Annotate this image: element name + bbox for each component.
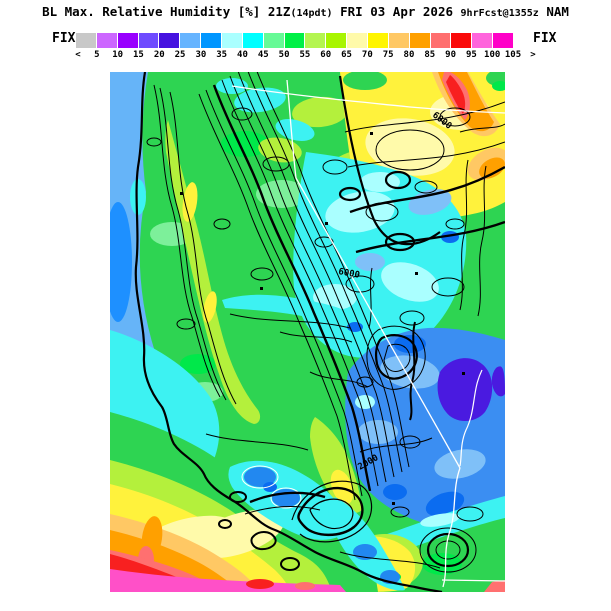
colorbar	[76, 33, 514, 48]
colorbar-ticks: <5 10 15 20 25 30 35 40 45 50 55 60 65 70 75 80 85 90 95 10…	[0, 50, 611, 62]
warm-gradient-zone	[110, 330, 378, 592]
channel-islands	[218, 491, 300, 571]
colorbar-tick: >	[530, 50, 536, 60]
fix-label-right: FIX	[533, 31, 557, 46]
coastal-water-outline	[270, 487, 302, 509]
colorbar-cell	[409, 33, 430, 48]
colorbar-cell	[263, 33, 284, 48]
title-main: BL Max. Relative Humidity [%] 21Z	[42, 4, 291, 19]
colorbar-tick: 50	[278, 50, 290, 60]
state-borders	[231, 79, 505, 588]
contour-label: 6000	[337, 267, 360, 281]
title-forecast-hour: 9hrFcst@1355z	[460, 8, 539, 19]
title-localtime: (14pdt)	[290, 8, 333, 19]
colorbar-tick: 35	[216, 50, 228, 60]
colorbar-cell	[472, 33, 493, 48]
colorbar-tick: 30	[195, 50, 207, 60]
colorbar-tick: <	[75, 50, 81, 60]
colorbar-tick: 5	[94, 50, 100, 60]
colorbar-cell	[96, 33, 117, 48]
colorbar-cell	[242, 33, 263, 48]
colorbar-cell	[222, 33, 242, 48]
colorbar-tick: 70	[361, 50, 373, 60]
coastline	[134, 72, 443, 592]
colorbar-cell	[368, 33, 388, 48]
terrain-marks	[180, 132, 465, 505]
colorbar-cell	[138, 33, 159, 48]
colorbar-cell	[201, 33, 222, 48]
colorbar-tick: 10	[112, 50, 124, 60]
colorbar-tick: 25	[174, 50, 186, 60]
contour-lines	[146, 72, 505, 573]
colorbar-cell	[326, 33, 347, 48]
colorbar-cell	[493, 33, 514, 48]
colorbar-tick: 20	[153, 50, 165, 60]
colorbar-cell	[347, 33, 368, 48]
colorbar-cell	[430, 33, 451, 48]
colorbar-tick: 100	[484, 50, 501, 60]
colorbar-cell	[284, 33, 305, 48]
colorbar-cell	[159, 33, 180, 48]
colorbar-tick: 60	[320, 50, 332, 60]
colorbar-tick: 90	[445, 50, 456, 60]
colorbar-cell	[76, 33, 96, 48]
colorbar-cell	[451, 33, 472, 48]
colorbar-tick: 15	[133, 50, 144, 60]
humidity-map: 6000 6000 2000	[110, 72, 505, 592]
colorbar-tick: 105	[504, 50, 522, 60]
colorbar-cell	[388, 33, 409, 48]
coastal-water-outline	[241, 465, 279, 489]
nevada-cyan-zone	[216, 78, 467, 358]
fix-label-left: FIX	[52, 31, 76, 46]
low-humidity-purple-blob	[437, 358, 493, 421]
colorbar-tick: 45	[257, 50, 269, 60]
colorbar-tick: 80	[403, 50, 415, 60]
colorbar-tick: 85	[424, 50, 436, 60]
colorbar-tick: 95	[465, 50, 477, 60]
colorbar-tick: 75	[382, 50, 394, 60]
colorbar-tick: 40	[237, 50, 248, 60]
title-model: NAM	[538, 4, 569, 19]
colorbar-tick: 65	[341, 50, 352, 60]
page-title: BL Max. Relative Humidity [%] 21Z(14pdt)…	[0, 4, 611, 19]
colorbar-tick: 55	[299, 50, 311, 60]
colorbar-cell	[117, 33, 138, 48]
colorbar-cell	[305, 33, 326, 48]
title-date: FRI 03 Apr 2026	[332, 4, 461, 19]
colorbar-cell	[180, 33, 201, 48]
